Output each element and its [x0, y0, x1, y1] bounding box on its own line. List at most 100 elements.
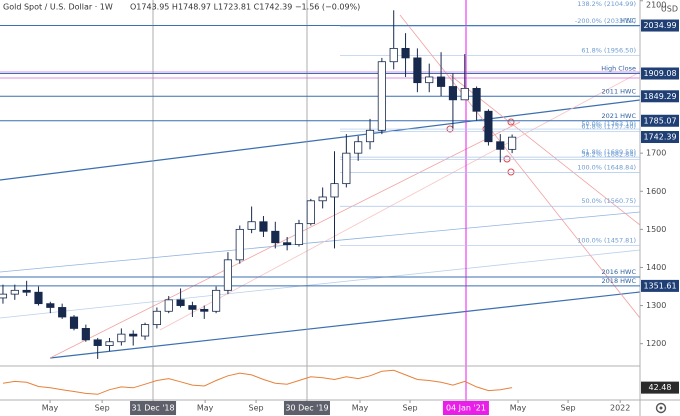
candle-body [152, 310, 161, 326]
candle-body [259, 221, 268, 232]
candle-body [448, 86, 457, 101]
channel-line [399, 14, 641, 319]
level-label: 100.0% (1457.81) [577, 236, 636, 244]
candle-body [401, 47, 410, 59]
trend-line [0, 249, 641, 319]
level-label: 38.2% (1682.84) [581, 151, 636, 159]
level-label: -200.0% (2033.12) [575, 17, 636, 25]
x-tick-label: May [197, 404, 214, 413]
ohlc-header: O1743.95 H1748.97 L1723.81 C1742.39 −1.5… [130, 3, 360, 12]
candle-body [117, 333, 126, 343]
price-label: 2034.99 [643, 21, 676, 30]
candle-body [496, 141, 505, 150]
price-label: 1909.08 [643, 69, 676, 78]
candle-body [69, 316, 79, 329]
price-label-box [641, 90, 679, 103]
y-tick-label: 1200 [646, 339, 666, 348]
candle-body [129, 333, 138, 337]
candle-body [105, 341, 114, 346]
candle-body [271, 230, 280, 244]
candle-body [283, 242, 292, 246]
candle-body [247, 221, 256, 230]
rsi-label-box [641, 381, 679, 394]
level-label: 2021 HWC [602, 112, 637, 120]
currency: USD [661, 5, 678, 14]
x-tick-label: 2022 [610, 404, 630, 413]
level-label: High Close [601, 65, 636, 73]
candle-body [0, 293, 8, 299]
chart-title: Gold Spot / U.S. Dollar · 1W [3, 3, 113, 12]
level-label: 138.2% (2104.99) [577, 0, 636, 8]
candle-body [81, 328, 90, 341]
x-tick-label: 31 Dec '18 [131, 404, 174, 413]
channel-line [449, 74, 641, 226]
candle-body [235, 228, 244, 261]
rsi-label: 42.48 [649, 383, 672, 392]
y-tick-label: 1300 [646, 301, 666, 310]
level-label: 50.0% (1560.75) [581, 197, 636, 205]
channel-line [49, 121, 521, 359]
x-tick-label: Sep [561, 404, 576, 413]
rsi-line [2, 369, 513, 395]
candle-body [377, 61, 386, 131]
trend-line [0, 99, 641, 181]
level-label: 61.8% (1757.40) [581, 122, 636, 130]
y-tick-label: 1500 [646, 225, 666, 234]
level-label: 61.8% (1956.50) [581, 46, 636, 54]
price-label: 1849.29 [643, 92, 676, 101]
x-tick-label: 30 Dec '19 [285, 404, 328, 413]
level-label: 2011 HWC [602, 87, 637, 95]
y-tick-label: 1700 [646, 149, 666, 158]
candle-body [164, 299, 173, 312]
candle-body [223, 259, 233, 291]
candle-body [46, 303, 55, 308]
level-label: 2016 HWC [602, 268, 637, 276]
x-tick-label: Sep [402, 404, 417, 413]
price-label: 1351.61 [643, 281, 676, 290]
price-label-box [641, 67, 679, 80]
candle-body [22, 289, 31, 293]
candle-body [413, 57, 422, 84]
marker [507, 118, 515, 126]
candle-body [188, 305, 197, 310]
x-tick-box [283, 401, 330, 415]
candle-body [437, 76, 446, 87]
level-label: 50.0% (1763.19) [581, 120, 636, 128]
level-label: 100.0% (1648.84) [577, 164, 636, 172]
price-label: 1742.39 [643, 133, 676, 142]
x-tick-box [442, 401, 489, 415]
x-tick-label: May [352, 404, 369, 413]
candle-body [306, 200, 315, 225]
x-tick-label: 04 Jan '21 [446, 404, 486, 413]
candle-body [425, 76, 434, 84]
candle-body [318, 196, 327, 202]
candle-body [365, 129, 375, 143]
candle-body [508, 136, 517, 150]
candle-body [140, 324, 150, 337]
x-tick-box [130, 401, 177, 415]
gear[interactable] [655, 402, 667, 414]
candle-body [176, 299, 185, 306]
gear-hub[interactable] [659, 406, 663, 410]
settings-icon[interactable] [655, 402, 667, 414]
candle-body [93, 339, 102, 346]
candle-body [200, 308, 209, 312]
candle-body [34, 291, 43, 305]
candle-body [342, 152, 351, 185]
x-tick-label: Sep [95, 404, 110, 413]
candle-body [354, 141, 363, 154]
trend-line [49, 291, 641, 359]
price-label-box [641, 279, 679, 292]
level-label: HWC [620, 17, 636, 25]
candle-body [212, 289, 221, 312]
price-label-box [641, 114, 679, 127]
price-label: 1785.07 [643, 116, 676, 125]
marker [507, 168, 515, 176]
y-tick-label: 2100 [646, 1, 666, 10]
marker [503, 155, 511, 163]
candle-body [389, 47, 398, 63]
candle-body [10, 289, 19, 295]
price-label-box [641, 19, 679, 32]
